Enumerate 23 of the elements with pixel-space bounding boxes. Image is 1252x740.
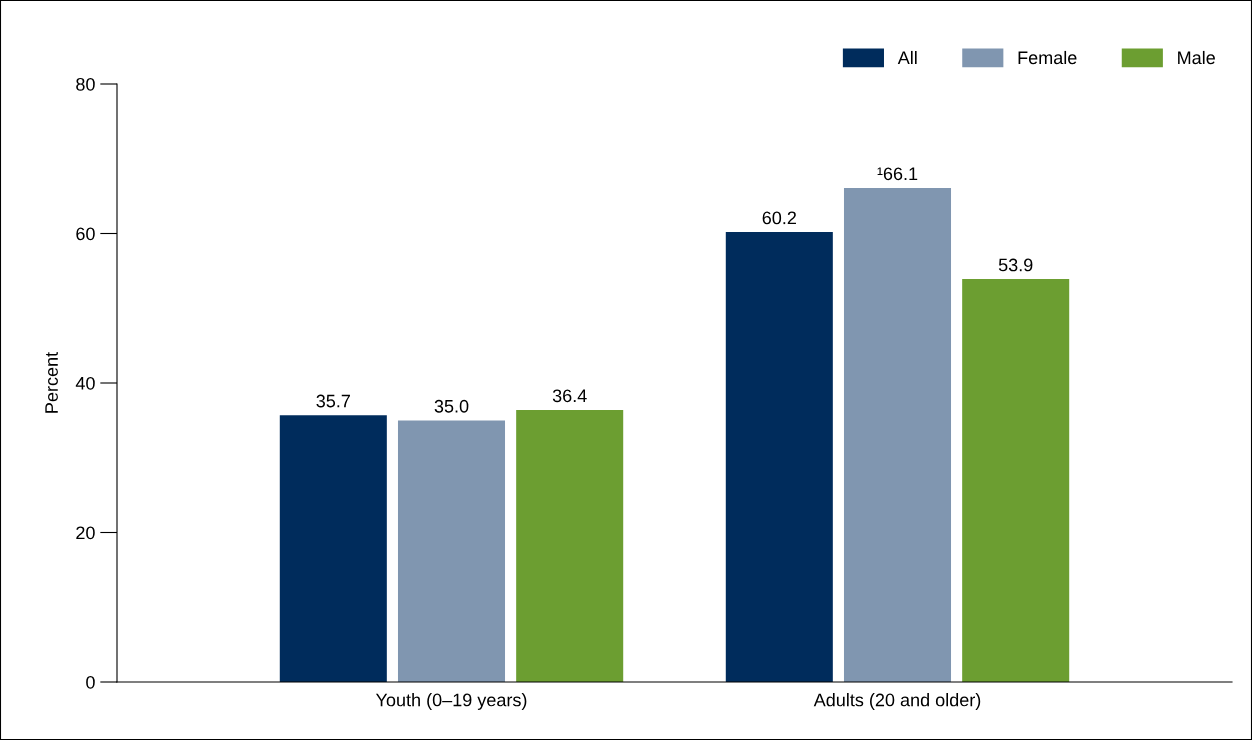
bar <box>397 420 506 682</box>
data-label: 36.4 <box>552 389 587 403</box>
y-tick-label: 20 <box>76 526 95 540</box>
bar <box>962 279 1070 682</box>
y-tick-label: 80 <box>76 77 95 91</box>
y-tick-label: 0 <box>86 675 95 689</box>
x-tick-label: Youth (0–19 years) <box>375 693 527 710</box>
bar <box>725 232 833 682</box>
x-tick-label: Adults (20 and older) <box>813 693 981 710</box>
data-label: ¹66.1 <box>877 167 918 181</box>
data-label: 35.7 <box>316 394 350 408</box>
legend-label: Female <box>1018 50 1077 65</box>
y-tick-label: 40 <box>75 376 95 390</box>
legend-label: Male <box>1178 50 1215 65</box>
data-label: 60.2 <box>762 211 796 225</box>
legend-label: All <box>897 50 917 64</box>
bar <box>843 187 952 682</box>
bar <box>516 409 624 682</box>
data-label: 35.0 <box>434 399 469 413</box>
y-tick-label: 60 <box>76 227 95 241</box>
y-axis-title: Percent <box>45 352 58 413</box>
data-label: 53.9 <box>998 258 1033 272</box>
bar <box>279 415 387 682</box>
